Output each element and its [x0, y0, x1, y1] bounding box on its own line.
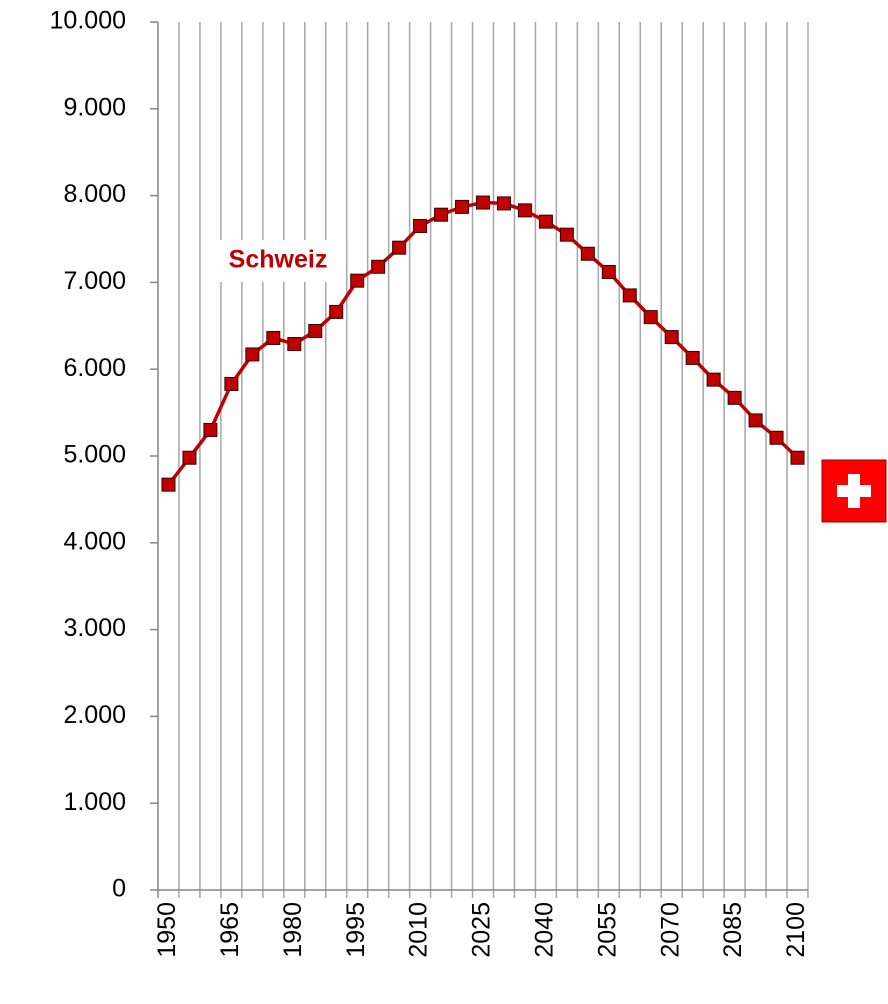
y-tick-label: 4.000: [63, 527, 126, 555]
marker: [455, 199, 470, 214]
marker: [601, 264, 616, 279]
marker: [622, 288, 637, 303]
marker: [392, 240, 407, 255]
marker: [559, 227, 574, 242]
marker: [685, 350, 700, 365]
marker: [245, 347, 260, 362]
marker: [371, 259, 386, 274]
marker: [182, 450, 197, 465]
marker: [496, 196, 511, 211]
x-tick-label: 2070: [656, 902, 684, 958]
y-tick-label: 6.000: [63, 354, 126, 382]
marker: [664, 330, 679, 345]
marker: [706, 372, 721, 387]
x-tick-label: 1980: [279, 902, 307, 958]
marker: [161, 477, 176, 492]
flag-cross: [837, 485, 871, 497]
marker: [266, 330, 281, 345]
marker: [203, 422, 218, 437]
marker: [643, 310, 658, 325]
y-tick-label: 9.000: [63, 93, 126, 121]
marker: [224, 376, 239, 391]
y-tick-label: 2.000: [63, 701, 126, 729]
x-tick-label: 2040: [531, 902, 559, 958]
y-tick-label: 5.000: [63, 441, 126, 469]
marker: [538, 214, 553, 229]
y-tick-label: 8.000: [63, 180, 126, 208]
annotation: Schweiz: [229, 246, 328, 274]
x-tick-label: 2010: [405, 902, 433, 958]
y-tick-label: 0: [112, 875, 126, 903]
marker: [790, 450, 805, 465]
x-tick-label: 1995: [342, 902, 370, 958]
x-tick-label: 2025: [468, 902, 496, 958]
x-tick-label: 1950: [153, 902, 181, 958]
marker: [517, 203, 532, 218]
marker: [476, 195, 490, 210]
y-tick-label: 10.000: [50, 7, 126, 35]
marker: [727, 390, 742, 405]
marker: [580, 246, 595, 261]
annotation-box: [206, 240, 346, 282]
marker: [769, 430, 784, 445]
y-tick-label: 3.000: [63, 614, 126, 642]
x-tick-label: 1965: [216, 902, 244, 958]
marker: [350, 273, 365, 288]
y-tick-label: 7.000: [63, 267, 126, 295]
x-tick-label: 2100: [782, 902, 810, 958]
marker: [287, 337, 302, 352]
marker: [308, 324, 323, 339]
x-tick-label: 2085: [719, 902, 747, 958]
x-tick-label: 2055: [593, 902, 621, 958]
marker: [434, 207, 449, 222]
swiss-flag: [821, 459, 887, 523]
marker: [413, 218, 428, 233]
y-tick-label: 1.000: [63, 788, 126, 816]
marker: [329, 304, 344, 319]
marker: [748, 413, 763, 428]
